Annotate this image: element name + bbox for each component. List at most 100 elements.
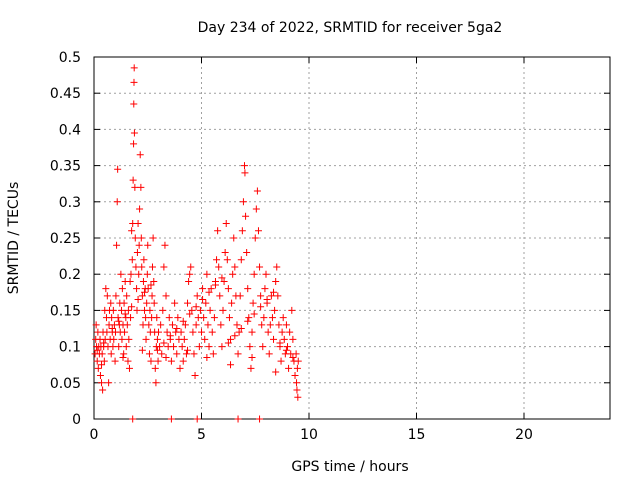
data-point bbox=[144, 285, 152, 293]
data-point bbox=[121, 310, 129, 318]
axis-ticks: 0 5 10 15 20 0 0.05 0.1 0.15 0.2 0.25 0.3 0.35 0.4 0.4… bbox=[50, 50, 610, 443]
data-point bbox=[107, 299, 115, 307]
data-point bbox=[289, 335, 297, 343]
data-point bbox=[260, 314, 268, 322]
x-tick-label: 5 bbox=[197, 427, 206, 443]
data-point bbox=[272, 277, 280, 285]
data-point bbox=[237, 256, 245, 264]
data-point bbox=[262, 270, 270, 278]
data-point bbox=[292, 350, 300, 358]
data-point bbox=[140, 256, 148, 264]
data-point bbox=[108, 325, 116, 332]
data-point bbox=[203, 270, 211, 278]
data-point bbox=[249, 299, 257, 307]
data-point bbox=[185, 277, 193, 285]
data-point bbox=[193, 292, 201, 300]
data-point bbox=[121, 328, 129, 336]
data-point bbox=[242, 212, 250, 220]
data-point bbox=[199, 285, 207, 293]
data-point bbox=[252, 205, 260, 213]
data-point bbox=[274, 292, 282, 300]
data-point bbox=[236, 292, 244, 300]
data-point bbox=[250, 270, 258, 278]
data-point bbox=[146, 306, 154, 314]
data-point bbox=[123, 321, 131, 329]
data-point bbox=[224, 285, 232, 293]
data-point bbox=[206, 306, 214, 314]
data-point bbox=[192, 321, 200, 329]
data-point bbox=[243, 248, 251, 256]
data-point bbox=[193, 415, 201, 423]
data-point bbox=[244, 317, 252, 325]
data-point bbox=[118, 335, 126, 343]
data-point bbox=[278, 328, 286, 336]
data-point bbox=[196, 306, 204, 314]
data-point bbox=[293, 364, 301, 372]
data-point bbox=[127, 314, 135, 322]
data-point bbox=[204, 321, 212, 329]
data-point bbox=[275, 321, 283, 329]
y-tick-label: 0.1 bbox=[59, 340, 81, 356]
data-point bbox=[134, 296, 142, 304]
data-point bbox=[145, 321, 153, 329]
data-point bbox=[189, 328, 197, 336]
grid-lines bbox=[94, 57, 610, 419]
data-point bbox=[176, 364, 184, 372]
data-point bbox=[203, 353, 211, 361]
data-point bbox=[258, 321, 266, 329]
data-point bbox=[107, 350, 115, 358]
data-point bbox=[153, 335, 161, 343]
data-point bbox=[234, 415, 242, 423]
data-point bbox=[209, 350, 217, 358]
y-tick-label: 0.3 bbox=[59, 195, 81, 211]
x-axis-label: GPS time / hours bbox=[291, 459, 408, 475]
data-point bbox=[138, 346, 146, 354]
data-point bbox=[279, 314, 287, 322]
data-point bbox=[113, 241, 121, 249]
y-tick-label: 0 bbox=[72, 412, 81, 428]
y-axis-label: SRMTID / TECUs bbox=[6, 182, 22, 295]
data-point bbox=[115, 317, 123, 325]
data-point bbox=[211, 281, 219, 289]
data-point bbox=[248, 328, 256, 336]
data-point bbox=[112, 292, 120, 300]
data-point bbox=[215, 263, 223, 271]
data-point bbox=[148, 263, 156, 271]
data-point bbox=[270, 288, 278, 296]
data-point bbox=[263, 296, 271, 304]
x-tick-label: 15 bbox=[408, 427, 426, 443]
data-point bbox=[257, 303, 265, 311]
data-point bbox=[228, 299, 236, 307]
data-point bbox=[141, 288, 149, 296]
data-point bbox=[153, 346, 161, 354]
data-point bbox=[98, 350, 106, 358]
data-point bbox=[195, 343, 203, 351]
data-point bbox=[124, 306, 132, 314]
data-point bbox=[286, 328, 294, 336]
data-point bbox=[150, 277, 158, 285]
data-point bbox=[150, 299, 158, 307]
data-point bbox=[100, 357, 108, 365]
data-point bbox=[273, 263, 281, 271]
x-tick-label: 20 bbox=[515, 427, 533, 443]
data-point bbox=[96, 372, 104, 380]
data-point bbox=[110, 335, 118, 343]
x-tick-label: 0 bbox=[90, 427, 99, 443]
data-point bbox=[213, 256, 221, 264]
data-point bbox=[245, 314, 253, 322]
data-point bbox=[241, 169, 249, 177]
data-point bbox=[105, 379, 113, 387]
data-point bbox=[256, 415, 264, 423]
data-point bbox=[182, 350, 190, 358]
data-point bbox=[267, 292, 275, 300]
data-point bbox=[251, 234, 259, 242]
data-point bbox=[282, 321, 290, 329]
data-point bbox=[223, 256, 231, 264]
data-point bbox=[135, 241, 143, 249]
data-point bbox=[250, 310, 258, 318]
data-point bbox=[152, 379, 160, 387]
data-point bbox=[94, 364, 102, 372]
data-point bbox=[165, 314, 173, 322]
data-point bbox=[198, 328, 205, 336]
